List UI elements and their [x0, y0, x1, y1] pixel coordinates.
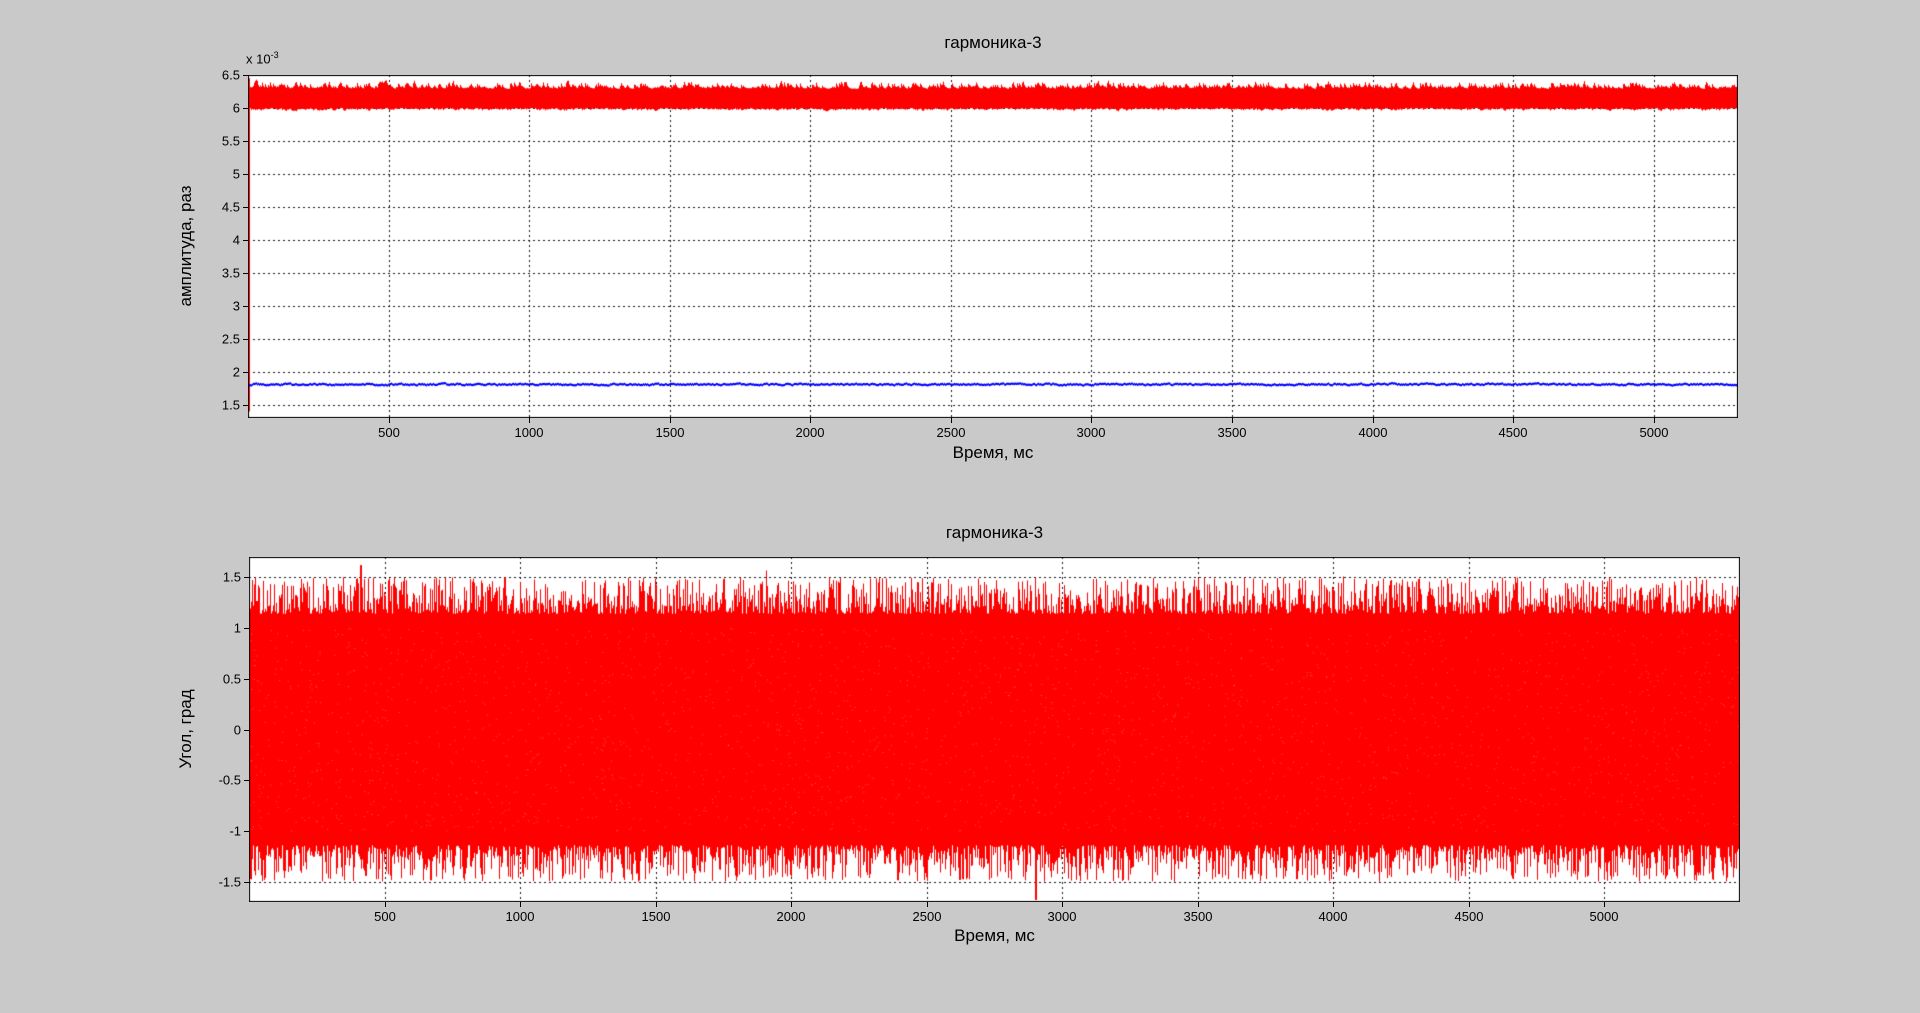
- x-tick-mark: [951, 418, 952, 423]
- y-tick-label: 0.5: [222, 671, 241, 687]
- x-tick-mark: [385, 902, 386, 907]
- y-tick-label: 3: [232, 298, 240, 314]
- y-tick-mark: [243, 141, 248, 142]
- x-tick-label: 3500: [1217, 425, 1247, 440]
- x-tick-mark: [389, 418, 390, 423]
- x-tick-label: 4000: [1318, 909, 1348, 924]
- x-tick-label: 5000: [1589, 909, 1619, 924]
- x-tick-label: 2500: [912, 909, 942, 924]
- x-tick-label: 2500: [936, 425, 966, 440]
- y-tick-mark: [243, 207, 248, 208]
- bottom-plot-ylabel: Угол, град: [176, 689, 195, 769]
- y-tick-mark: [243, 405, 248, 406]
- y-tick-mark: [244, 628, 249, 629]
- x-tick-mark: [1654, 418, 1655, 423]
- y-tick-label: 1.5: [222, 569, 241, 585]
- x-tick-label: 1000: [505, 909, 535, 924]
- y-tick-label: 6.5: [221, 67, 240, 83]
- y-tick-mark: [243, 108, 248, 109]
- x-tick-mark: [1469, 902, 1470, 907]
- x-tick-label: 3500: [1183, 909, 1213, 924]
- bottom-plot-title: гармоника-3: [945, 523, 1044, 542]
- y-tick-label: 3.5: [221, 265, 240, 281]
- x-tick-label: 3000: [1047, 909, 1077, 924]
- y-tick-label: 5: [232, 166, 240, 182]
- x-tick-label: 500: [378, 425, 400, 440]
- x-tick-mark: [529, 418, 530, 423]
- exponent-power: -3: [270, 50, 279, 60]
- y-tick-mark: [243, 339, 248, 340]
- x-tick-label: 4500: [1498, 425, 1528, 440]
- y-tick-mark: [243, 174, 248, 175]
- y-tick-label: -1: [229, 823, 241, 839]
- x-tick-mark: [1198, 902, 1199, 907]
- x-tick-label: 1000: [514, 425, 544, 440]
- x-tick-label: 3000: [1076, 425, 1106, 440]
- y-tick-label: 0: [233, 722, 241, 738]
- x-tick-mark: [1513, 418, 1514, 423]
- top-plot-xlabel: Время, мс: [952, 443, 1034, 462]
- bottom-plot-xlabel: Время, мс: [954, 926, 1035, 945]
- x-tick-label: 5000: [1639, 425, 1669, 440]
- x-tick-label: 4000: [1358, 425, 1388, 440]
- y-tick-mark: [243, 306, 248, 307]
- y-tick-mark: [243, 75, 248, 76]
- exponent-base: x 10: [246, 51, 271, 67]
- x-tick-label: 4500: [1454, 909, 1484, 924]
- x-tick-mark: [810, 418, 811, 423]
- x-tick-mark: [520, 902, 521, 907]
- bottom-plot-area: [249, 557, 1740, 902]
- y-axis-exponent-label: x 10-3: [246, 50, 279, 66]
- y-tick-mark: [244, 882, 249, 883]
- y-tick-mark: [243, 240, 248, 241]
- y-tick-mark: [243, 372, 248, 373]
- y-tick-mark: [244, 577, 249, 578]
- x-tick-mark: [1062, 902, 1063, 907]
- amplitude-plot-canvas: [248, 75, 1738, 418]
- x-tick-mark: [791, 902, 792, 907]
- x-tick-mark: [1232, 418, 1233, 423]
- y-tick-label: 4.5: [221, 199, 240, 215]
- y-tick-label: -0.5: [218, 772, 241, 788]
- y-tick-mark: [244, 831, 249, 832]
- x-tick-label: 2000: [795, 425, 825, 440]
- top-plot-area: [248, 75, 1738, 418]
- x-tick-mark: [1604, 902, 1605, 907]
- x-tick-mark: [1333, 902, 1334, 907]
- x-tick-label: 1500: [641, 909, 671, 924]
- y-tick-label: 6: [232, 100, 240, 116]
- y-tick-mark: [244, 730, 249, 731]
- y-tick-label: 1: [233, 620, 241, 636]
- x-tick-mark: [670, 418, 671, 423]
- y-tick-label: 1.5: [221, 397, 240, 413]
- y-tick-mark: [244, 679, 249, 680]
- x-tick-mark: [1373, 418, 1374, 423]
- x-tick-label: 1500: [655, 425, 685, 440]
- x-tick-label: 2000: [776, 909, 806, 924]
- y-tick-mark: [243, 273, 248, 274]
- angle-plot-canvas: [249, 557, 1740, 902]
- y-tick-label: -1.5: [218, 874, 241, 890]
- y-tick-label: 4: [232, 232, 240, 248]
- top-plot-title: гармоника-3: [944, 33, 1042, 52]
- x-tick-mark: [927, 902, 928, 907]
- y-tick-mark: [244, 780, 249, 781]
- top-plot-ylabel: амплитуда, раз: [176, 185, 195, 307]
- x-tick-label: 500: [374, 909, 396, 924]
- y-tick-label: 2.5: [221, 331, 240, 347]
- x-tick-mark: [1091, 418, 1092, 423]
- x-tick-mark: [656, 902, 657, 907]
- y-tick-label: 2: [232, 364, 240, 380]
- y-tick-label: 5.5: [221, 133, 240, 149]
